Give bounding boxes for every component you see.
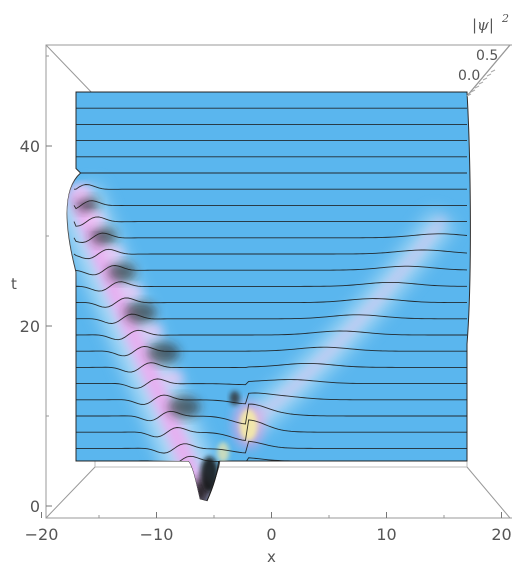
mesh-line — [73, 329, 467, 341]
hump-mark — [83, 212, 106, 227]
z-minor-tick — [482, 77, 488, 81]
bright-peak — [239, 409, 258, 441]
mesh-line — [73, 232, 468, 243]
mesh-line — [73, 248, 468, 260]
z-minor-tick — [466, 93, 472, 97]
trough-mark — [108, 262, 136, 282]
mesh-lines — [73, 92, 468, 501]
x-tick-label: −20 — [25, 525, 59, 544]
peak-track-core — [67, 188, 211, 501]
mesh-line — [74, 378, 467, 389]
z-minor-tick — [486, 73, 492, 77]
box-back-frame — [45, 44, 512, 519]
mesh-line — [73, 265, 468, 276]
dispersive-wave-core — [246, 215, 448, 429]
mesh-line — [74, 362, 467, 373]
t-tick-label: 40 — [20, 137, 40, 156]
bright-peak-shadow — [229, 391, 240, 405]
mesh-line — [73, 200, 467, 210]
z-axis-line — [466, 44, 511, 97]
z-minor-tick — [490, 69, 496, 73]
mesh-line — [73, 281, 468, 292]
t-tick-label: 20 — [20, 317, 40, 336]
mesh-line — [73, 297, 468, 308]
hump-mark — [120, 284, 143, 299]
mesh-line — [74, 403, 467, 425]
trough-mark — [147, 342, 180, 364]
surface — [66, 91, 471, 502]
hump-mark — [69, 184, 92, 198]
z-axis: 0.0 0.5 |ψ| 2 — [458, 12, 511, 97]
z-tick-label: 0.0 — [458, 68, 480, 84]
x-tick-label: −10 — [140, 525, 174, 544]
mesh-line — [74, 346, 467, 357]
z-axis-label: |ψ| — [472, 16, 494, 34]
mesh-line — [73, 216, 467, 227]
spike-shade — [200, 456, 219, 493]
x-tick-label: 20 — [491, 525, 511, 544]
x-tick-label: 0 — [266, 525, 276, 544]
trough-mark — [90, 227, 117, 245]
t-axis-label: t — [11, 275, 17, 293]
t-tick-label: 0 — [30, 497, 40, 516]
spike-edge — [206, 460, 220, 501]
axes: −20 −10 0 10 20 x 0 20 40 t — [11, 55, 512, 566]
mesh-line — [74, 455, 467, 467]
surface-features — [67, 183, 455, 501]
hump-mark — [101, 247, 124, 261]
mesh-line — [74, 440, 467, 454]
trough-mark — [76, 196, 99, 213]
mesh-line — [73, 313, 468, 324]
mesh-line — [74, 392, 467, 405]
x-axis-label: x — [267, 548, 276, 566]
z-minor-tick — [478, 81, 484, 85]
trough-mark — [124, 301, 157, 324]
box-corner-edge — [45, 44, 96, 97]
z-tick-label: 0.5 — [476, 48, 498, 64]
box-corner-edge — [45, 466, 96, 519]
z-minor-tick — [474, 85, 480, 89]
mesh-line — [74, 184, 467, 190]
z-axis-label-exponent: 2 — [501, 12, 509, 25]
spike-highlight — [217, 442, 230, 462]
x-tick-label: 10 — [376, 525, 396, 544]
mesh-line — [74, 419, 467, 442]
z-minor-tick — [470, 89, 476, 93]
box-corner-edge — [466, 466, 511, 519]
